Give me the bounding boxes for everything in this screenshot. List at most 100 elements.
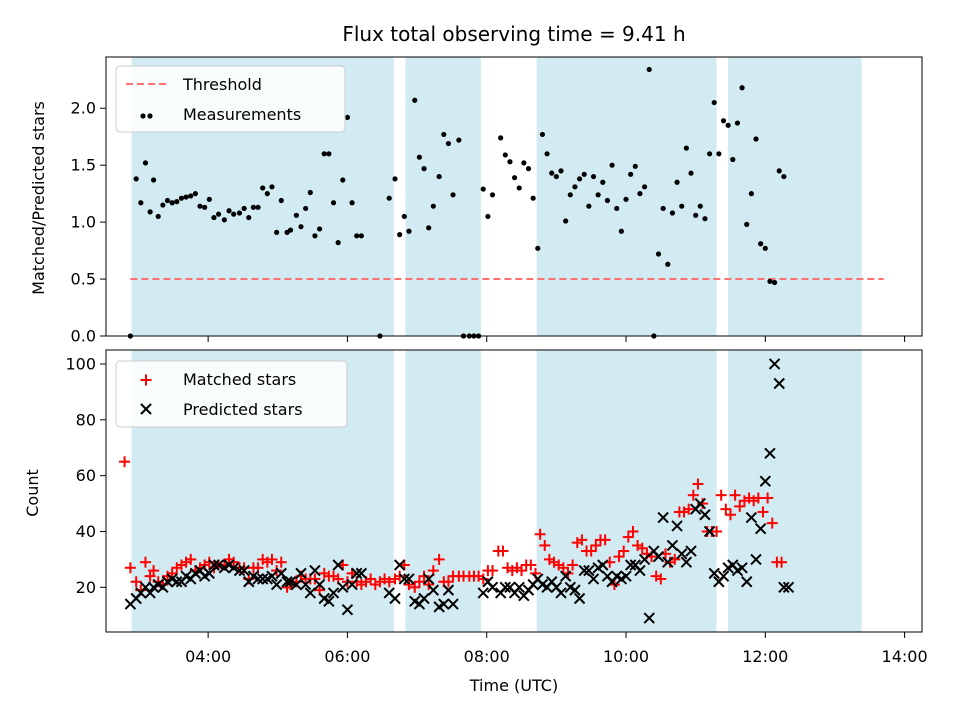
matched-star-point bbox=[776, 556, 788, 568]
matched-star-point bbox=[683, 503, 695, 515]
top-shaded-interval-2 bbox=[536, 57, 717, 336]
matched-star-point bbox=[418, 570, 430, 582]
matched-star-point bbox=[757, 506, 769, 518]
measurement-point bbox=[516, 185, 522, 191]
measurement-point bbox=[330, 200, 337, 206]
legend-measurement-swatch bbox=[147, 113, 153, 119]
measurement-point bbox=[386, 195, 392, 201]
measurement-point bbox=[586, 203, 592, 209]
matched-star-point bbox=[734, 500, 746, 512]
measurement-point bbox=[521, 160, 527, 166]
measurement-point bbox=[226, 208, 232, 214]
measurement-point bbox=[197, 203, 203, 209]
legend-matched-label: Matched stars bbox=[183, 370, 296, 389]
matched-star-point bbox=[497, 545, 509, 557]
predicted-star-point bbox=[624, 559, 637, 571]
bottom-x-tick-label: 04:00 bbox=[185, 647, 231, 666]
predicted-star-point bbox=[304, 587, 316, 599]
matched-star-point bbox=[636, 542, 648, 554]
matched-star-point bbox=[394, 570, 406, 582]
measurement-point bbox=[558, 168, 564, 174]
top-shaded-interval-1 bbox=[405, 57, 481, 336]
predicted-star-point bbox=[499, 581, 512, 594]
bottom-x-tick-label: 12:00 bbox=[742, 647, 788, 666]
matched-star-point bbox=[627, 525, 639, 537]
measurement-point bbox=[183, 194, 189, 200]
measurement-point bbox=[321, 151, 327, 157]
predicted-star-point bbox=[657, 511, 669, 524]
measurement-point bbox=[595, 192, 601, 198]
measurement-point bbox=[255, 204, 261, 210]
bottom-plot-frame bbox=[105, 349, 923, 633]
measurement-point bbox=[567, 192, 573, 198]
matched-star-point bbox=[687, 489, 699, 501]
x-axis-label: Time (UTC) bbox=[469, 676, 558, 695]
measurement-point bbox=[609, 162, 615, 168]
predicted-star-point bbox=[295, 567, 307, 580]
bottom-x-tick-label: 14:00 bbox=[882, 647, 928, 666]
measurement-point bbox=[456, 137, 462, 143]
predicted-star-point bbox=[252, 573, 264, 585]
predicted-star-point bbox=[680, 556, 693, 568]
predicted-star-point bbox=[736, 562, 748, 574]
matched-star-point bbox=[762, 492, 774, 504]
predicted-star-point bbox=[703, 525, 716, 538]
predicted-star-point bbox=[332, 559, 344, 571]
matched-star-point bbox=[433, 553, 445, 565]
measurement-point bbox=[344, 114, 351, 120]
measurement-point bbox=[349, 200, 355, 206]
measurement-point bbox=[744, 221, 750, 227]
measurement-point bbox=[178, 195, 185, 201]
matched-star-point bbox=[383, 576, 395, 588]
predicted-star-point bbox=[708, 567, 720, 580]
measurement-point bbox=[720, 118, 727, 124]
measurement-point bbox=[646, 66, 652, 73]
predicted-star-point bbox=[754, 522, 767, 535]
measurement-point bbox=[730, 156, 736, 163]
top-y-tick-label: 2.0 bbox=[71, 99, 96, 118]
measurement-point bbox=[511, 175, 518, 181]
measurement-point bbox=[600, 179, 606, 185]
predicted-star-point bbox=[418, 592, 430, 605]
predicted-star-point bbox=[759, 475, 772, 487]
predicted-star-point bbox=[422, 573, 435, 585]
measurement-point bbox=[142, 160, 149, 166]
predicted-star-point bbox=[699, 509, 711, 521]
measurement-point bbox=[138, 200, 144, 206]
measurement-point bbox=[246, 214, 252, 221]
matched-star-point bbox=[585, 545, 597, 557]
matched-star-point bbox=[567, 559, 579, 571]
bottom-x-tick-label: 10:00 bbox=[603, 647, 649, 666]
matched-star-point bbox=[622, 531, 634, 543]
measurement-point bbox=[665, 261, 671, 267]
predicted-star-point bbox=[341, 603, 354, 616]
predicted-star-point bbox=[578, 564, 590, 577]
predicted-star-point bbox=[238, 564, 250, 577]
predicted-star-point bbox=[694, 497, 707, 510]
bottom-y-tick-label: 20 bbox=[76, 578, 96, 597]
matched-star-point bbox=[442, 576, 454, 588]
legend-predicted-label: Predicted stars bbox=[183, 400, 303, 419]
bottom-shaded-interval-3 bbox=[728, 350, 862, 632]
predicted-star-point bbox=[671, 520, 683, 532]
measurement-point bbox=[412, 97, 418, 103]
measurement-point bbox=[716, 151, 722, 157]
predicted-star-point bbox=[290, 578, 303, 591]
measurement-point bbox=[231, 211, 237, 217]
measurement-point bbox=[480, 186, 486, 192]
matched-star-point bbox=[557, 562, 569, 574]
measurement-point bbox=[702, 216, 708, 222]
matched-star-point bbox=[724, 509, 736, 521]
predicted-star-point bbox=[447, 598, 459, 610]
measurement-point bbox=[354, 233, 360, 239]
matched-star-point bbox=[618, 545, 630, 557]
predicted-star-point bbox=[587, 573, 600, 585]
measurement-point bbox=[430, 203, 436, 209]
bottom-y-tick-label: 80 bbox=[76, 410, 96, 429]
measurement-point bbox=[781, 173, 787, 180]
measurement-point bbox=[287, 227, 294, 233]
predicted-star-point bbox=[685, 545, 697, 557]
legend-predicted-swatch bbox=[140, 403, 152, 415]
measurement-point bbox=[734, 120, 741, 126]
predicted-star-point bbox=[778, 581, 790, 594]
